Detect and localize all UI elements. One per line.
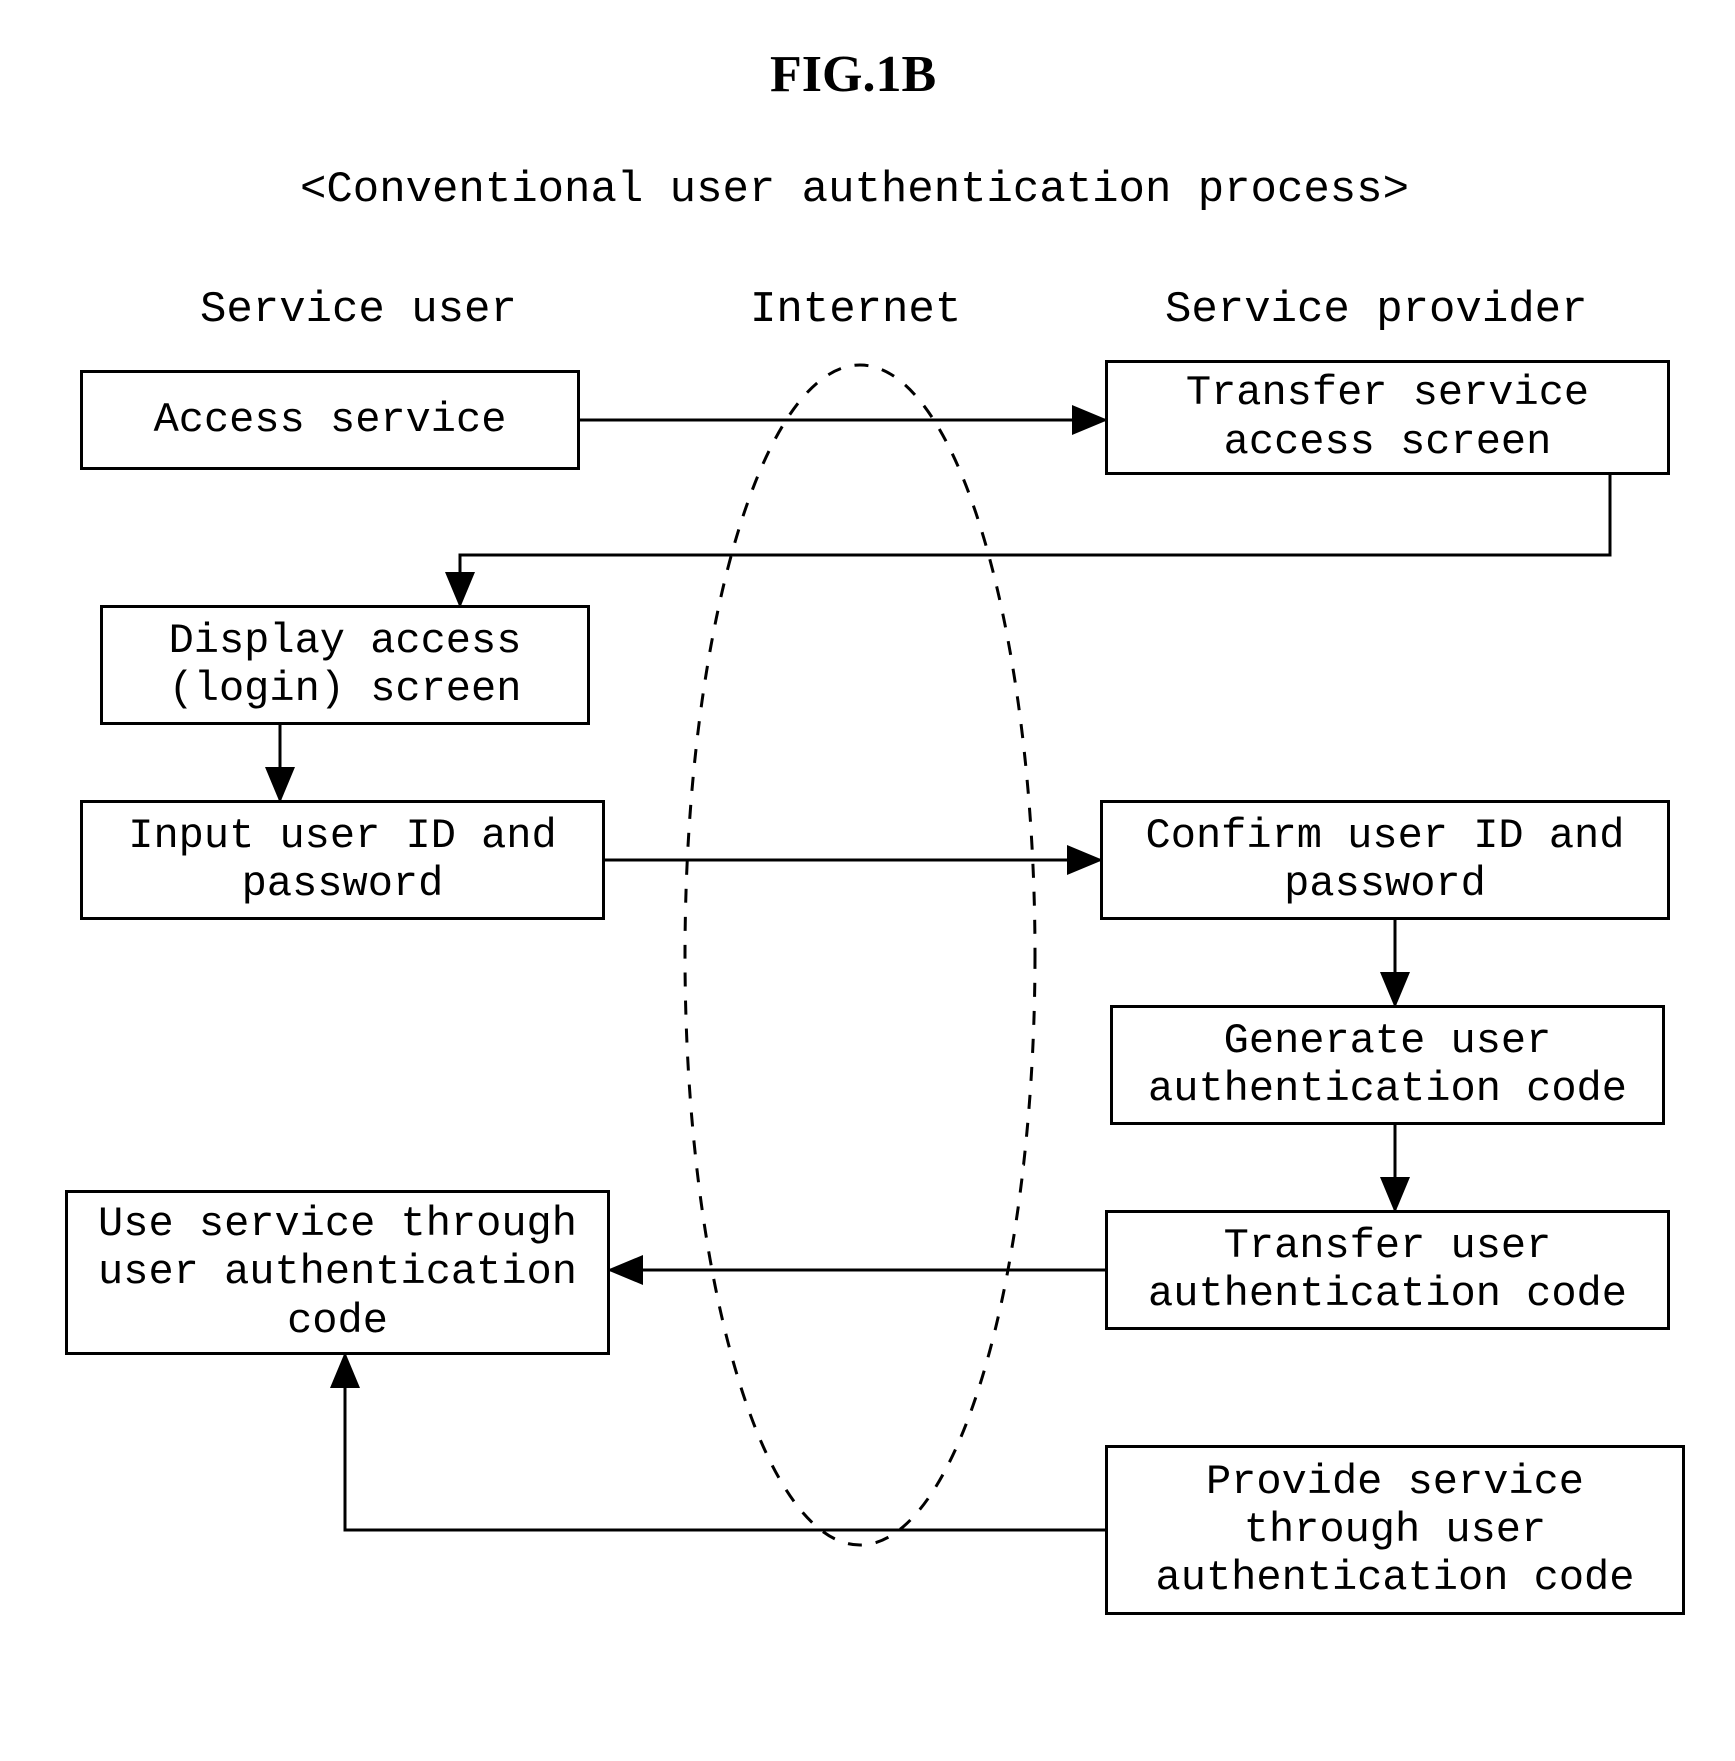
- box-access-service: Access service: [80, 370, 580, 470]
- box-provide-service: Provide servicethrough userauthenticatio…: [1105, 1445, 1685, 1615]
- column-header-user: Service user: [200, 285, 517, 335]
- subtitle: <Conventional user authentication proces…: [300, 165, 1409, 215]
- box-transfer-code: Transfer userauthentication code: [1105, 1210, 1670, 1330]
- box-input-credentials: Input user ID andpassword: [80, 800, 605, 920]
- box-transfer-screen: Transfer serviceaccess screen: [1105, 360, 1670, 475]
- column-header-provider: Service provider: [1165, 285, 1587, 335]
- box-generate-code: Generate userauthentication code: [1110, 1005, 1665, 1125]
- box-confirm-credentials: Confirm user ID andpassword: [1100, 800, 1670, 920]
- figure-title: FIG.1B: [770, 45, 936, 104]
- box-display-login: Display access(login) screen: [100, 605, 590, 725]
- column-header-internet: Internet: [750, 285, 961, 335]
- box-use-service: Use service throughuser authenticationco…: [65, 1190, 610, 1355]
